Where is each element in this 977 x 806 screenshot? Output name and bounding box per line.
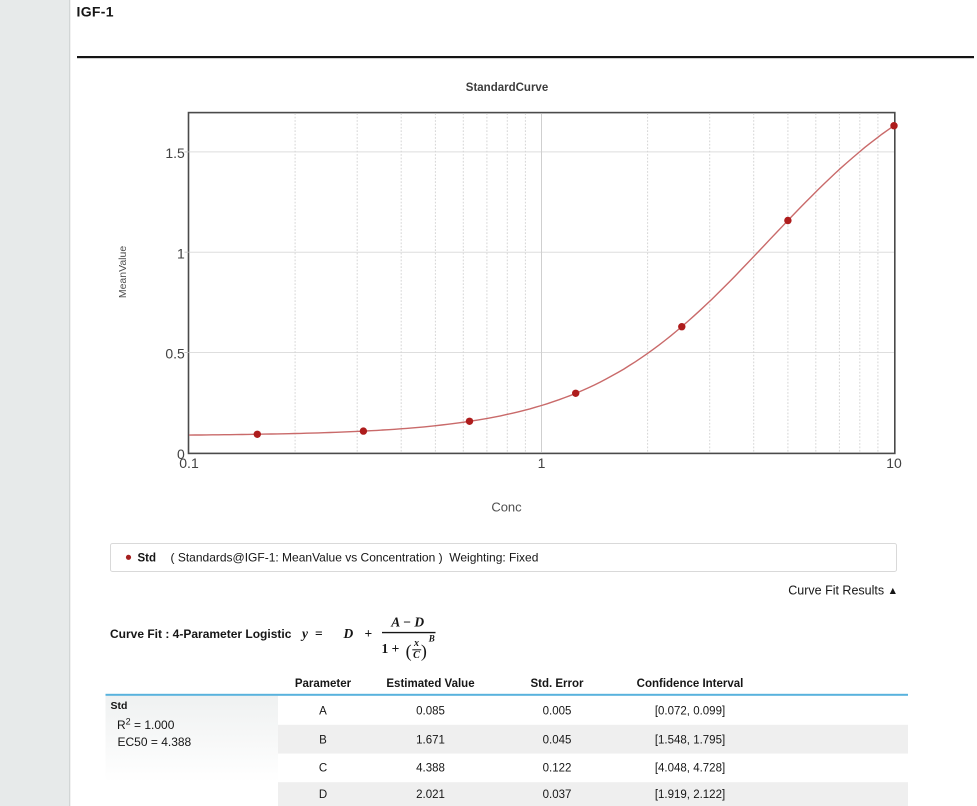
svg-text:0.005: 0.005 xyxy=(543,706,572,718)
svg-text:=: = xyxy=(315,626,323,641)
svg-text:Std: Std xyxy=(138,553,157,565)
svg-text:x: x xyxy=(413,638,419,649)
svg-text:A: A xyxy=(319,706,327,718)
svg-text:A − D: A − D xyxy=(390,614,424,629)
svg-text:Curve Fit Results ▲: Curve Fit Results ▲ xyxy=(788,584,898,598)
svg-text:1.5: 1.5 xyxy=(165,145,185,161)
svg-text:10: 10 xyxy=(886,455,902,471)
svg-text:C: C xyxy=(319,763,327,775)
svg-text:): ) xyxy=(421,641,427,662)
svg-text:0.1: 0.1 xyxy=(179,455,199,471)
svg-text:Parameter: Parameter xyxy=(295,678,352,690)
svg-text:[1.919, 2.122]: [1.919, 2.122] xyxy=(655,789,725,801)
svg-text:y: y xyxy=(300,626,309,641)
svg-text:1 +: 1 + xyxy=(382,641,400,656)
svg-text:Confidence Interval: Confidence Interval xyxy=(637,678,744,690)
svg-text:0.085: 0.085 xyxy=(416,706,445,718)
svg-text:0.122: 0.122 xyxy=(543,763,572,775)
svg-text:1: 1 xyxy=(177,245,185,261)
svg-text:Estimated Value: Estimated Value xyxy=(386,678,474,690)
svg-text:EC50 = 4.388: EC50 = 4.388 xyxy=(118,735,192,749)
svg-text:[1.548, 1.795]: [1.548, 1.795] xyxy=(655,735,725,747)
svg-text:R2 = 1.000: R2 = 1.000 xyxy=(117,717,175,732)
svg-text:C: C xyxy=(413,650,420,661)
svg-text:0.037: 0.037 xyxy=(543,789,572,801)
svg-text:( Standards@IGF-1: MeanValue v: ( Standards@IGF-1: MeanValue vs Concentr… xyxy=(171,551,539,565)
svg-text:1: 1 xyxy=(538,455,546,471)
svg-text:Std. Error: Std. Error xyxy=(530,678,584,690)
svg-text:(: ( xyxy=(406,641,412,662)
svg-text:Conc: Conc xyxy=(491,500,522,515)
svg-text:IGF-1: IGF-1 xyxy=(77,4,114,20)
svg-text:0.045: 0.045 xyxy=(543,735,572,747)
svg-text:Curve Fit : 4-Parameter Logist: Curve Fit : 4-Parameter Logistic xyxy=(110,627,292,641)
svg-text:[4.048, 4.728]: [4.048, 4.728] xyxy=(655,763,725,775)
svg-text:StandardCurve: StandardCurve xyxy=(466,82,548,94)
svg-text:B: B xyxy=(428,634,435,644)
svg-text:D: D xyxy=(319,789,327,801)
svg-text:B: B xyxy=(319,735,327,747)
svg-text:1.671: 1.671 xyxy=(416,735,445,747)
svg-text:4.388: 4.388 xyxy=(416,763,445,775)
svg-text:2.021: 2.021 xyxy=(416,789,445,801)
svg-text:[0.072, 0.099]: [0.072, 0.099] xyxy=(655,706,725,718)
svg-text:Std: Std xyxy=(111,700,128,712)
svg-text:0: 0 xyxy=(177,446,185,462)
svg-text:+: + xyxy=(365,626,373,641)
svg-text:0.5: 0.5 xyxy=(165,346,185,362)
svg-text:MeanValue: MeanValue xyxy=(117,246,129,299)
svg-text:D: D xyxy=(343,626,354,641)
